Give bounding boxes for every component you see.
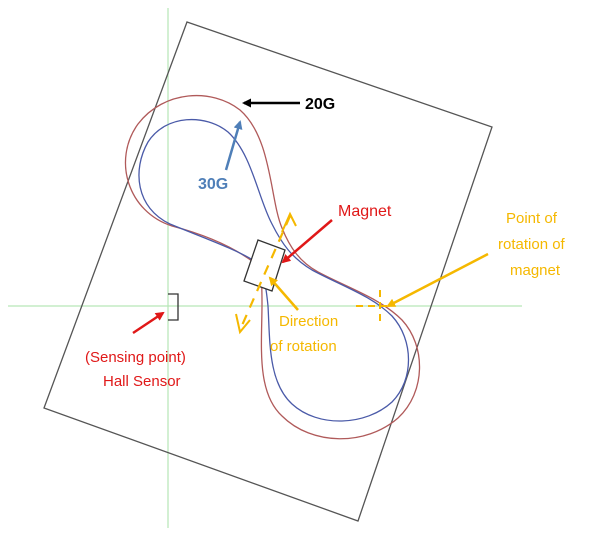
label-magnet: Magnet bbox=[338, 203, 392, 220]
arrow-sensor bbox=[132, 311, 165, 335]
label-30g: 30G bbox=[198, 176, 228, 193]
label-sensor-2: Hall Sensor bbox=[103, 373, 181, 390]
rotation-axis-dashed bbox=[238, 215, 292, 331]
contour-20g bbox=[124, 94, 421, 440]
label-rotation-point-1: Point of bbox=[506, 210, 558, 227]
label-rotation-point-3: magnet bbox=[510, 262, 561, 279]
arrow-rotation-point bbox=[386, 252, 489, 308]
label-direction-2: of rotation bbox=[270, 338, 337, 355]
label-sensor-1: (Sensing point) bbox=[85, 349, 186, 366]
rotation-arrow-down bbox=[235, 313, 251, 335]
magnet-icon bbox=[243, 239, 286, 292]
board-outline bbox=[43, 21, 493, 522]
label-direction-1: Direction bbox=[279, 313, 338, 330]
arrow-magnet bbox=[281, 219, 333, 264]
label-rotation-point-2: rotation of bbox=[498, 236, 566, 253]
arrow-direction bbox=[268, 276, 299, 311]
hall-sensor-icon bbox=[168, 293, 179, 321]
contour-30g bbox=[138, 118, 410, 422]
rotation-arrow-up bbox=[281, 211, 297, 233]
arrow-30g bbox=[224, 120, 243, 171]
label-20g: 20G bbox=[305, 96, 335, 113]
